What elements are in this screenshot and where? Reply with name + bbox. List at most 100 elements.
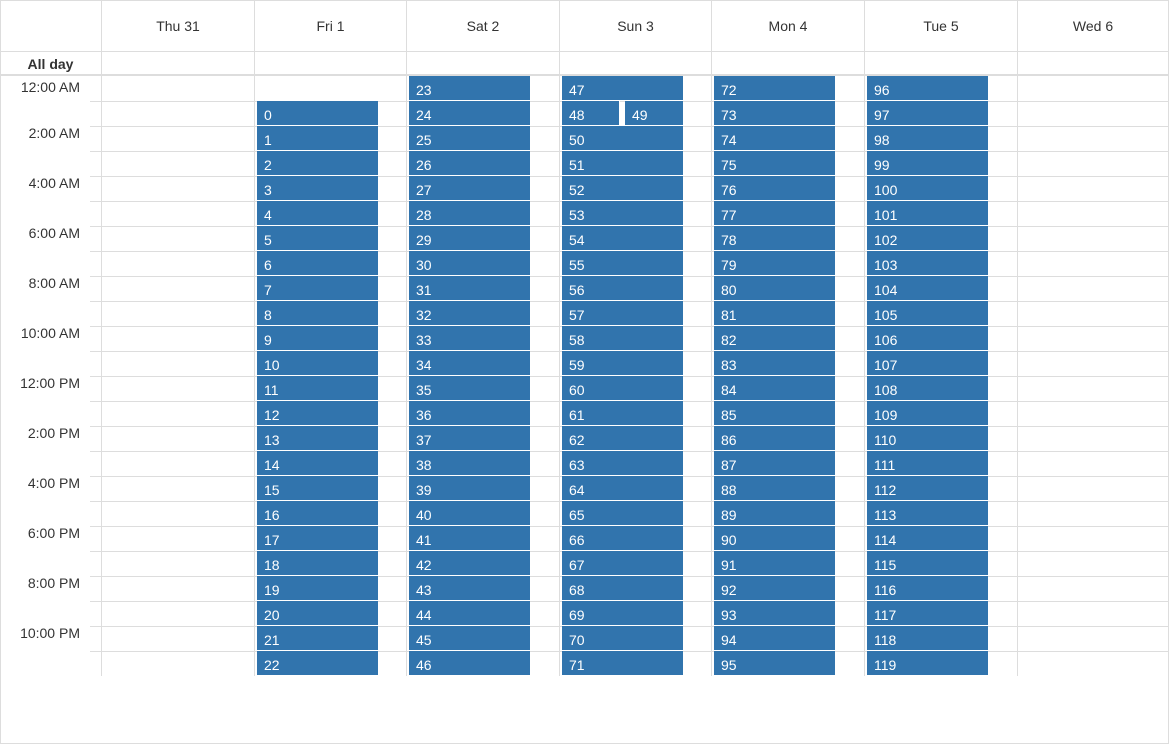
calendar-event[interactable]: 44 <box>409 601 530 626</box>
calendar-event[interactable]: 48 <box>562 101 620 126</box>
calendar-event[interactable]: 111 <box>867 451 988 476</box>
day-header[interactable]: Tue 5 <box>864 1 1017 51</box>
allday-cell[interactable] <box>101 52 254 74</box>
calendar-event[interactable]: 27 <box>409 176 530 201</box>
calendar-event[interactable]: 108 <box>867 376 988 401</box>
calendar-event[interactable]: 97 <box>867 101 988 126</box>
calendar-event[interactable]: 2 <box>257 151 378 176</box>
calendar-event[interactable]: 85 <box>714 401 835 426</box>
calendar-event[interactable]: 70 <box>562 626 683 651</box>
calendar-event[interactable]: 55 <box>562 251 683 276</box>
calendar-event[interactable]: 94 <box>714 626 835 651</box>
calendar-event[interactable]: 83 <box>714 351 835 376</box>
day-header[interactable]: Thu 31 <box>101 1 254 51</box>
calendar-event[interactable]: 40 <box>409 501 530 526</box>
calendar-event[interactable]: 84 <box>714 376 835 401</box>
calendar-event[interactable]: 5 <box>257 226 378 251</box>
allday-cell[interactable] <box>711 52 864 74</box>
calendar-event[interactable]: 112 <box>867 476 988 501</box>
calendar-event[interactable]: 16 <box>257 501 378 526</box>
calendar-event[interactable]: 58 <box>562 326 683 351</box>
allday-cell[interactable] <box>254 52 406 74</box>
calendar-event[interactable]: 8 <box>257 301 378 326</box>
calendar-event[interactable]: 106 <box>867 326 988 351</box>
calendar-event[interactable]: 118 <box>867 626 988 651</box>
calendar-event[interactable]: 81 <box>714 301 835 326</box>
calendar-event[interactable]: 25 <box>409 126 530 151</box>
calendar-event[interactable]: 11 <box>257 376 378 401</box>
calendar-event[interactable]: 105 <box>867 301 988 326</box>
calendar-event[interactable]: 64 <box>562 476 683 501</box>
calendar-event[interactable]: 52 <box>562 176 683 201</box>
calendar-event[interactable]: 39 <box>409 476 530 501</box>
calendar-event[interactable]: 104 <box>867 276 988 301</box>
calendar-event[interactable]: 36 <box>409 401 530 426</box>
calendar-event[interactable]: 49 <box>625 101 683 126</box>
calendar-event[interactable]: 110 <box>867 426 988 451</box>
calendar-event[interactable]: 43 <box>409 576 530 601</box>
calendar-event[interactable]: 9 <box>257 326 378 351</box>
calendar-event[interactable]: 56 <box>562 276 683 301</box>
calendar-event[interactable]: 42 <box>409 551 530 576</box>
calendar-event[interactable]: 34 <box>409 351 530 376</box>
allday-cell[interactable] <box>864 52 1017 74</box>
calendar-event[interactable]: 114 <box>867 526 988 551</box>
day-header[interactable]: Fri 1 <box>254 1 406 51</box>
calendar-event[interactable]: 14 <box>257 451 378 476</box>
calendar-event[interactable]: 1 <box>257 126 378 151</box>
calendar-event[interactable]: 51 <box>562 151 683 176</box>
calendar-event[interactable]: 41 <box>409 526 530 551</box>
calendar-event[interactable]: 65 <box>562 501 683 526</box>
calendar-event[interactable]: 4 <box>257 201 378 226</box>
calendar-event[interactable]: 74 <box>714 126 835 151</box>
calendar-event[interactable]: 103 <box>867 251 988 276</box>
calendar-event[interactable]: 95 <box>714 651 835 676</box>
calendar-event[interactable]: 62 <box>562 426 683 451</box>
calendar-event[interactable]: 20 <box>257 601 378 626</box>
day-header[interactable]: Wed 6 <box>1017 1 1168 51</box>
calendar-event[interactable]: 80 <box>714 276 835 301</box>
calendar-event[interactable]: 30 <box>409 251 530 276</box>
calendar-event[interactable]: 26 <box>409 151 530 176</box>
calendar-event[interactable]: 89 <box>714 501 835 526</box>
calendar-event[interactable]: 107 <box>867 351 988 376</box>
calendar-event[interactable]: 91 <box>714 551 835 576</box>
calendar-event[interactable]: 61 <box>562 401 683 426</box>
calendar-event[interactable]: 17 <box>257 526 378 551</box>
calendar-event[interactable]: 13 <box>257 426 378 451</box>
calendar-event[interactable]: 102 <box>867 226 988 251</box>
calendar-event[interactable]: 82 <box>714 326 835 351</box>
calendar-event[interactable]: 10 <box>257 351 378 376</box>
calendar-event[interactable]: 18 <box>257 551 378 576</box>
calendar-event[interactable]: 37 <box>409 426 530 451</box>
calendar-event[interactable]: 57 <box>562 301 683 326</box>
calendar-event[interactable]: 3 <box>257 176 378 201</box>
calendar-event[interactable]: 28 <box>409 201 530 226</box>
calendar-event[interactable]: 93 <box>714 601 835 626</box>
calendar-event[interactable]: 6 <box>257 251 378 276</box>
calendar-event[interactable]: 63 <box>562 451 683 476</box>
calendar-event[interactable]: 50 <box>562 126 683 151</box>
day-header[interactable]: Sat 2 <box>406 1 559 51</box>
calendar-event[interactable]: 73 <box>714 101 835 126</box>
calendar-event[interactable]: 98 <box>867 126 988 151</box>
calendar-event[interactable]: 53 <box>562 201 683 226</box>
calendar-event[interactable]: 71 <box>562 651 683 676</box>
calendar-event[interactable]: 54 <box>562 226 683 251</box>
calendar-event[interactable]: 46 <box>409 651 530 676</box>
allday-cell[interactable] <box>1017 52 1168 74</box>
calendar-event[interactable]: 68 <box>562 576 683 601</box>
calendar-event[interactable]: 72 <box>714 76 835 101</box>
calendar-event[interactable]: 90 <box>714 526 835 551</box>
calendar-event[interactable]: 109 <box>867 401 988 426</box>
calendar-event[interactable]: 117 <box>867 601 988 626</box>
calendar-event[interactable]: 79 <box>714 251 835 276</box>
calendar-event[interactable]: 99 <box>867 151 988 176</box>
calendar-event[interactable]: 67 <box>562 551 683 576</box>
calendar-event[interactable]: 24 <box>409 101 530 126</box>
calendar-event[interactable]: 15 <box>257 476 378 501</box>
calendar-event[interactable]: 76 <box>714 176 835 201</box>
calendar-event[interactable]: 33 <box>409 326 530 351</box>
calendar-event[interactable]: 75 <box>714 151 835 176</box>
calendar-event[interactable]: 77 <box>714 201 835 226</box>
